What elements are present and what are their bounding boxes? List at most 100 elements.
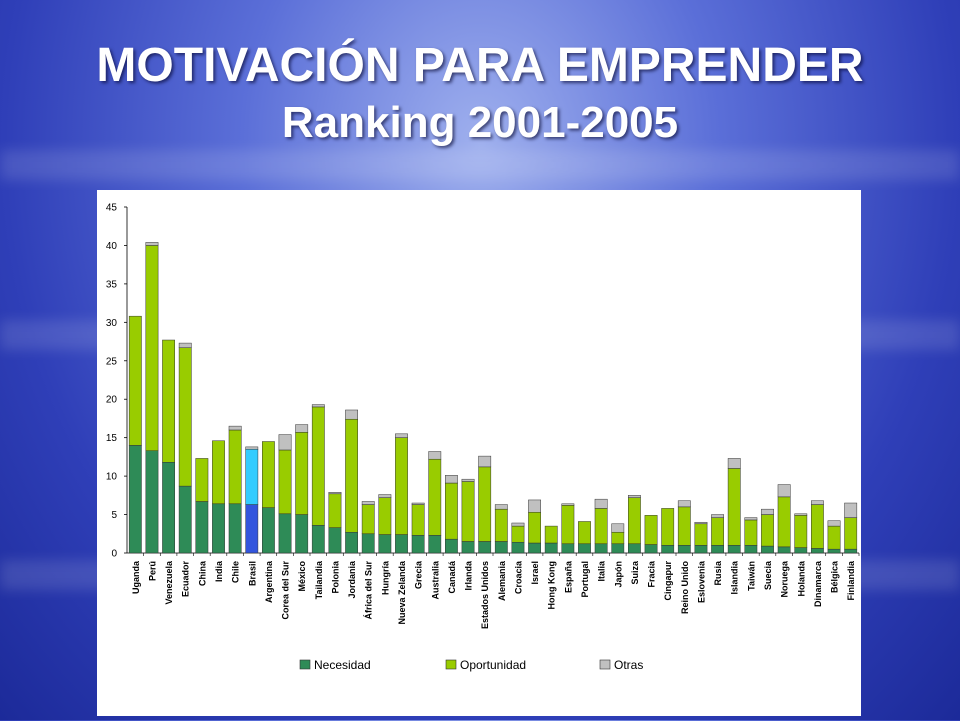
x-tick-label: Dinamarca [813,560,823,607]
bar-oportunidad [378,497,392,535]
bar-necesidad [378,534,392,554]
bar-necesidad [162,462,176,554]
x-tick-label: Argentina [264,560,274,603]
bar-oportunidad [295,432,309,515]
bar-oportunidad [761,514,774,547]
bar-oportunidad [777,496,791,548]
bar-necesidad [278,513,292,554]
x-tick-label: Grecia [414,560,424,589]
legend-swatch-oportunidad [445,659,457,670]
bar-otras [278,434,292,451]
bar-otras [611,523,625,533]
slide-title: MOTIVACIÓN PARA EMPRENDER [96,39,864,92]
bar-necesidad [245,504,259,554]
bar-oportunidad [694,523,708,546]
x-tick-label: Israel [530,561,540,585]
bar-otras [528,499,542,513]
bar-necesidad [445,538,458,554]
bar-necesidad [345,531,359,554]
bar-otras [561,503,575,506]
bar-oportunidad [245,448,259,505]
x-tick-label: Alemania [497,560,507,601]
x-tick-label: Japón [613,561,623,588]
bars [128,242,858,554]
bar-oportunidad [811,504,824,549]
x-tick-label: Brasil [247,561,257,586]
x-tick-label: Ecuador [181,561,191,598]
bar-otras [761,508,774,515]
bar-otras [478,455,492,468]
legend-label-oportunidad: Oportunidad [460,658,526,672]
x-tick-label: Jordania [347,560,357,599]
bar-necesidad [544,542,558,554]
x-tick-label: Corea del Sur [281,561,291,620]
bar-oportunidad [328,493,342,528]
bar-oportunidad [494,508,508,542]
x-tick-label: Tailandia [314,560,324,599]
x-tick-label: Finlandia [846,560,856,600]
bar-necesidad [511,541,525,554]
bar-oportunidad [428,458,442,536]
legend-swatch-otras [599,659,611,670]
bar-necesidad [727,545,741,554]
x-tick-label: Bélgica [830,560,840,593]
bar-oportunidad [661,508,675,546]
bar-necesidad [677,545,691,554]
x-tick-label: Italia [597,560,607,582]
bar-necesidad [644,544,658,554]
bar-necesidad [578,543,591,554]
bar-necesidad [262,507,275,554]
bar-oportunidad [561,505,575,545]
bar-necesidad [411,535,425,554]
bar-oportunidad [727,468,741,546]
bar-necesidad [611,543,625,554]
bar-necesidad [844,548,858,554]
bar-necesidad [494,541,508,554]
bar-oportunidad [578,521,591,545]
x-tick-label: Holanda [796,560,806,596]
y-tick-label: 10 [106,472,118,483]
bar-otras [361,501,375,505]
slide-subtitle: Ranking 2001-2005 [281,98,679,147]
bar-necesidad [711,545,725,554]
x-tick-label: Chile [231,561,241,583]
bar-necesidad [311,525,325,554]
x-tick-label: Reino Unido [680,561,690,614]
bar-necesidad [561,543,575,554]
bar-necesidad [794,547,808,554]
bar-oportunidad [195,458,209,502]
bar-oportunidad [411,504,425,536]
bar-otras [378,494,392,498]
x-tick-label: Cingapur [663,561,673,601]
x-tick-label: Perú [147,561,157,581]
bar-otras [295,424,309,433]
bar-oportunidad [644,515,658,545]
bar-otras [744,517,758,521]
x-tick-label: Irlanda [464,560,474,591]
bar-oportunidad [145,245,159,451]
x-tick-label: Suiza [630,560,640,585]
bar-oportunidad [711,517,725,546]
bar-otras [245,446,259,450]
bar-otras [827,520,841,527]
bar-necesidad [694,545,708,554]
bar-necesidad [295,514,309,554]
x-tick-label: Australia [430,560,440,600]
bar-oportunidad [511,525,525,543]
x-tick-label: Estados Unidos [480,561,490,629]
x-tick-label: Croacia [513,560,523,594]
bar-necesidad [195,501,209,554]
x-tick-label: Fracia [647,560,657,588]
bar-necesidad [361,533,375,554]
legend-label-otras: Otras [614,658,643,672]
bar-oportunidad [461,481,475,542]
bar-otras [511,522,525,527]
bar-otras [628,495,641,498]
bar-otras [145,242,159,246]
bar-necesidad [628,543,641,554]
x-tick-label: México [297,561,307,592]
bar-oportunidad [594,508,608,545]
bar-oportunidad [628,497,641,545]
bar-oportunidad [445,482,458,540]
bar-otras [328,492,342,495]
